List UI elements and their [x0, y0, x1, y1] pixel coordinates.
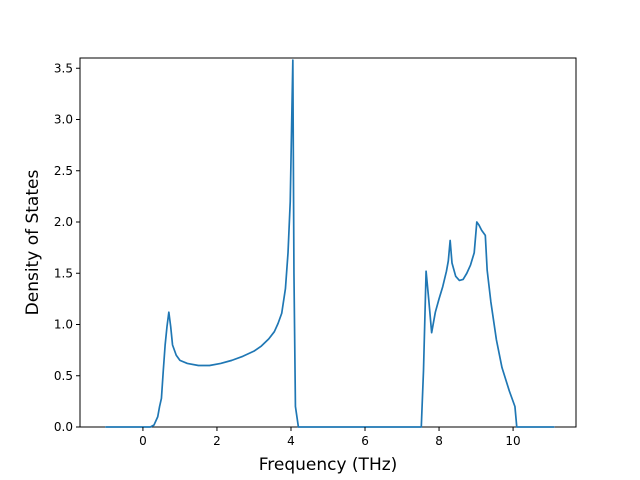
x-tick-label: 2	[213, 434, 221, 448]
y-tick-label: 3.0	[54, 113, 73, 127]
x-tick-label: 4	[287, 434, 295, 448]
x-tick-label: 8	[435, 434, 443, 448]
x-axis: 0 2 4 6 8 10	[139, 427, 521, 448]
x-axis-title: Frequency (THz)	[259, 455, 398, 475]
series-layer	[105, 59, 555, 428]
y-axis-title: Density of States	[23, 170, 43, 316]
y-tick-label: 1.0	[54, 318, 73, 332]
plot-frame	[79, 57, 577, 428]
dos-series-line	[105, 59, 555, 428]
y-tick-label: 2.0	[54, 215, 73, 229]
x-tick-label: 10	[505, 434, 520, 448]
y-tick-label: 1.5	[54, 266, 73, 280]
x-tick-label: 6	[361, 434, 369, 448]
y-tick-label: 3.5	[54, 61, 73, 75]
y-tick-label: 2.5	[54, 164, 73, 178]
x-tick-label: 0	[139, 434, 147, 448]
y-axis: 0.0 0.5 1.0 1.5 2.0 2.5 3.0 3.5	[54, 61, 80, 434]
y-tick-label: 0.0	[54, 420, 73, 434]
plot-area	[79, 57, 577, 428]
y-tick-label: 0.5	[54, 369, 73, 383]
